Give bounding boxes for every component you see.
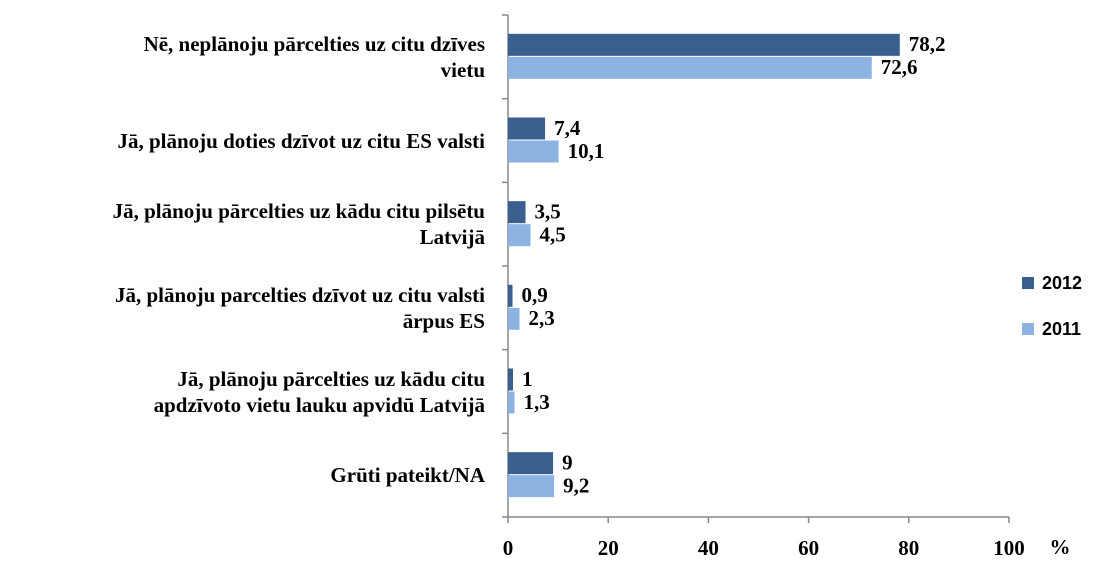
x-tick-label: 20 <box>598 536 619 560</box>
bar <box>508 201 526 224</box>
bar <box>508 391 515 414</box>
value-label: 1 <box>522 367 533 391</box>
category-label: Grūti pateikt/NA <box>330 463 485 488</box>
value-label: 9,2 <box>563 473 589 497</box>
x-tick-label: 60 <box>798 536 819 560</box>
value-label: 72,6 <box>881 55 918 79</box>
x-tick-label: 80 <box>898 536 919 560</box>
bar <box>508 475 555 498</box>
bar <box>508 56 872 79</box>
bar <box>508 452 554 475</box>
bar <box>508 307 520 330</box>
value-label: 7,4 <box>554 116 581 140</box>
bar <box>508 368 514 391</box>
value-label: 1,3 <box>524 390 550 414</box>
bar <box>508 140 559 163</box>
x-tick-label: 40 <box>698 536 719 560</box>
x-axis-label: % <box>1050 535 1071 559</box>
bar <box>508 117 546 140</box>
legend-swatch <box>1022 323 1034 335</box>
value-label: 10,1 <box>568 139 605 163</box>
category-label: Jā, plānoju parcelties dzīvot uz citu va… <box>114 282 485 333</box>
bar <box>508 224 531 247</box>
value-label: 0,9 <box>522 283 548 307</box>
value-label: 78,2 <box>909 32 946 56</box>
category-label: Nē, neplānoju pārcelties uz citu dzīves … <box>143 31 485 82</box>
value-label: 2,3 <box>529 306 555 330</box>
category-label: Jā, plānoju pārcelties uz kādu citu apdz… <box>153 366 485 417</box>
bar <box>508 284 513 307</box>
category-label: Jā, plānoju pārcelties uz kādu citu pils… <box>112 199 485 250</box>
value-label: 4,5 <box>540 222 566 246</box>
x-tick-label: 100 <box>993 536 1025 560</box>
bar <box>508 33 900 56</box>
legend-label: 2011 <box>1042 319 1081 339</box>
category-label: Jā, plānoju doties dzīvot uz citu ES val… <box>117 128 485 153</box>
legend-swatch <box>1022 277 1034 289</box>
x-tick-label: 0 <box>503 536 514 560</box>
value-label: 3,5 <box>535 199 561 223</box>
value-label: 9 <box>562 450 573 474</box>
legend-label: 2012 <box>1042 273 1082 293</box>
